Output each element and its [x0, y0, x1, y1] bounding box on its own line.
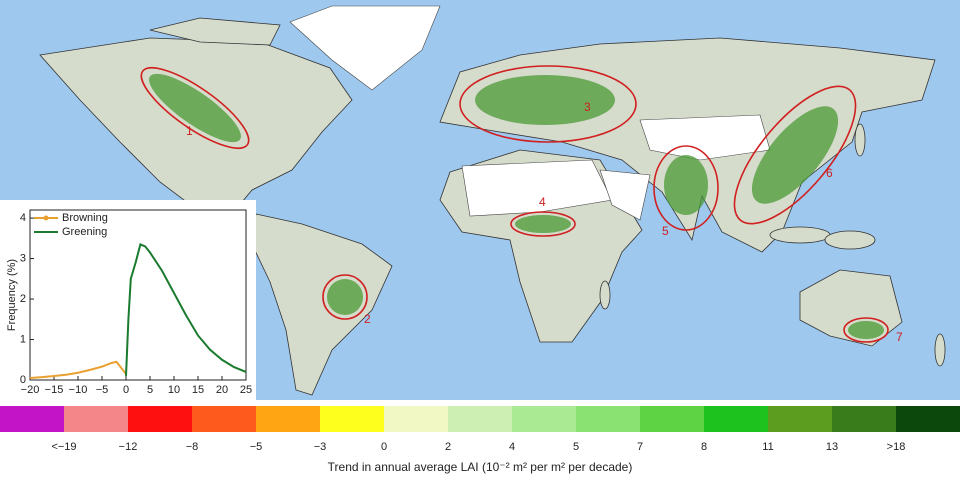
- colorbar-swatch: [512, 406, 576, 432]
- series-line: [29, 360, 127, 379]
- colorbar-swatch: [576, 406, 640, 432]
- region-outline: [510, 211, 576, 237]
- colorbar-label: −12: [119, 441, 138, 453]
- region-outline: [733, 85, 857, 225]
- region-outline: [459, 65, 637, 143]
- colorbar-label: −5: [250, 441, 263, 453]
- x-tick-label: 15: [192, 384, 204, 396]
- x-tick-label: 5: [147, 384, 153, 396]
- region-label: 4: [539, 195, 546, 209]
- colorbar-label: 13: [826, 441, 838, 453]
- legend-label: Greening: [62, 226, 107, 238]
- colorbar-swatch: [0, 406, 64, 432]
- colorbar-label: 0: [381, 441, 387, 453]
- colorbar-label: 2: [445, 441, 451, 453]
- x-tick-label: 0: [123, 384, 129, 396]
- inset-background: [0, 200, 256, 400]
- colorbar-label: 4: [509, 441, 515, 453]
- y-axis-label: Frequency (%): [6, 259, 18, 331]
- x-tick-label: 10: [168, 384, 180, 396]
- colorbar-swatch: [64, 406, 128, 432]
- colorbar-swatch: [896, 406, 960, 432]
- region-label: 5: [662, 224, 669, 238]
- region-label: 3: [584, 100, 591, 114]
- plot-frame: [29, 209, 247, 381]
- legend-label: Browning: [62, 212, 108, 224]
- region-outline: [843, 317, 889, 343]
- colorbar-label: −8: [186, 441, 199, 453]
- region-label: 2: [364, 312, 371, 326]
- colorbar-label: <−19: [51, 441, 76, 453]
- x-tick-label: 25: [240, 384, 252, 396]
- colorbar-title: Trend in annual average LAI (10⁻² m² per…: [328, 460, 633, 474]
- colorbar-label: 11: [762, 441, 773, 453]
- region-label: 6: [826, 166, 833, 180]
- y-tick-label: 2: [20, 293, 26, 305]
- series-line: [125, 243, 247, 376]
- colorbar-swatch: [448, 406, 512, 432]
- region-outline: [322, 274, 368, 320]
- y-tick-label: 0: [20, 374, 26, 386]
- region-label: 7: [896, 330, 903, 344]
- colorbar-swatch: [704, 406, 768, 432]
- regions: 1 2 3 4 5 6 7: [140, 65, 903, 344]
- colorbar-swatch: [192, 406, 256, 432]
- x-tick-label: 20: [216, 384, 228, 396]
- region-outline: [140, 67, 250, 149]
- x-tick-label: −5: [96, 384, 109, 396]
- legend-marker: [43, 215, 49, 221]
- y-tick-label: 3: [20, 252, 26, 264]
- colorbar-label: −3: [314, 441, 327, 453]
- colorbar-label: >18: [887, 441, 906, 453]
- x-tick-label: −10: [69, 384, 88, 396]
- colorbar-swatch: [320, 406, 384, 432]
- y-tick-label: 4: [20, 212, 26, 224]
- y-tick-label: 1: [20, 333, 26, 345]
- x-tick-label: −15: [45, 384, 64, 396]
- colorbar-swatch: [832, 406, 896, 432]
- region-outline: [653, 145, 719, 231]
- colorbar-label: 7: [637, 441, 643, 453]
- colorbar-swatch: [256, 406, 320, 432]
- colorbar-swatch: [640, 406, 704, 432]
- colorbar-label: 8: [701, 441, 707, 453]
- land: [39, 5, 946, 396]
- colorbar-swatch: [128, 406, 192, 432]
- colorbar-swatch: [384, 406, 448, 432]
- x-tick-label: −20: [21, 384, 40, 396]
- colorbar-label: 5: [573, 441, 579, 453]
- region-label: 1: [186, 124, 193, 138]
- colorbar-swatch: [768, 406, 832, 432]
